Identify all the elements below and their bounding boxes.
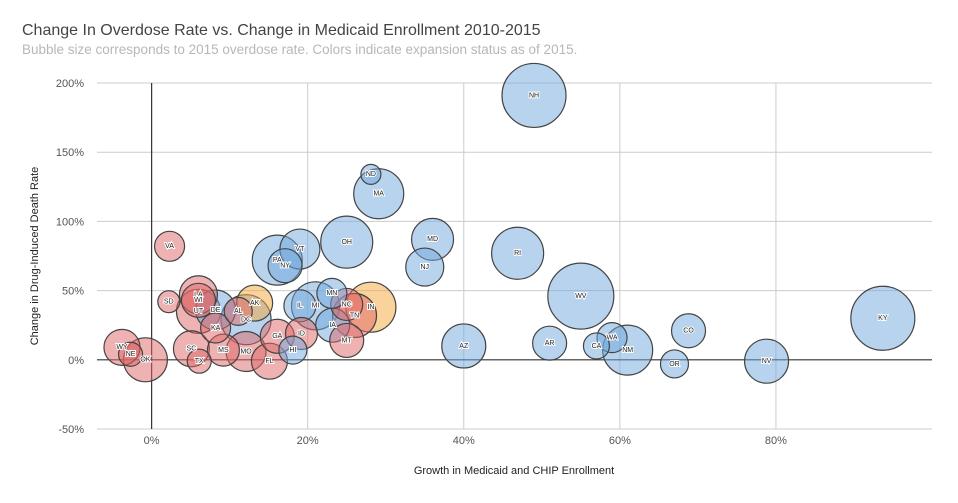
x-tick-label: 40% bbox=[453, 435, 475, 447]
bubble-label-nh: NH bbox=[529, 92, 539, 99]
bubble-label-nv: NV bbox=[762, 358, 772, 365]
bubble-wv bbox=[547, 262, 615, 330]
x-tick-label: 80% bbox=[765, 435, 787, 447]
bubble-nh bbox=[501, 62, 567, 129]
bubble-tx bbox=[186, 348, 212, 374]
bubble-label-in: IN bbox=[367, 304, 374, 311]
bubble-label-vt: VT bbox=[295, 246, 305, 253]
bubble-label-wy: WY bbox=[116, 344, 128, 351]
bubble-al bbox=[223, 296, 253, 326]
bubble-label-ka: KA bbox=[211, 325, 221, 332]
bubble-label-nc: NC bbox=[342, 301, 352, 308]
bubble-label-ar: AR bbox=[545, 340, 555, 347]
bubble-label-fl: FL bbox=[265, 358, 273, 365]
bubble-label-sd: SD bbox=[164, 299, 174, 306]
bubble-label-il: IL bbox=[297, 303, 303, 310]
y-tick-label: 100% bbox=[56, 216, 84, 228]
bubble-label-ak: AK bbox=[250, 300, 260, 307]
bubble-ri bbox=[491, 226, 545, 280]
bubble-label-ia: IA bbox=[329, 322, 336, 329]
bubble-label-dc: DC bbox=[241, 317, 251, 324]
y-tick-label: 150% bbox=[56, 147, 84, 159]
bubble-nj bbox=[405, 247, 445, 287]
bubble-co bbox=[670, 313, 707, 349]
bubble-label-ri: RI bbox=[514, 250, 521, 257]
x-tick-label: 60% bbox=[609, 435, 631, 447]
y-tick-label: 200% bbox=[56, 78, 84, 90]
bubble-label-ga: GA bbox=[272, 333, 282, 340]
bubble-label-wa: WA bbox=[607, 334, 618, 341]
bubble-nd bbox=[360, 163, 382, 185]
y-tick-label: -50% bbox=[58, 424, 84, 436]
bubble-or bbox=[659, 349, 690, 379]
bubble-label-az: AZ bbox=[459, 343, 469, 350]
bubble-label-or: OR bbox=[669, 361, 680, 368]
bubble-label-nd: ND bbox=[366, 171, 376, 178]
y-tick-label: 50% bbox=[62, 286, 84, 298]
bubble-label-ok: OK bbox=[140, 357, 150, 364]
bubble-label-nj: NJ bbox=[420, 264, 429, 271]
bubble-label-ut: UT bbox=[194, 308, 204, 315]
bubble-ny bbox=[267, 248, 303, 284]
bubble-label-va: VA bbox=[165, 243, 174, 250]
x-axis-label: Growth in Medicaid and CHIP Enrollment bbox=[414, 465, 614, 477]
bubble-ky bbox=[850, 285, 916, 351]
bubble-label-mi: MI bbox=[312, 303, 320, 310]
bubble-label-mo: MO bbox=[240, 348, 252, 355]
bubble-mt bbox=[329, 322, 365, 359]
bubble-sd bbox=[157, 290, 181, 314]
bubble-label-id: ID bbox=[298, 330, 305, 337]
chart-title: Change In Overdose Rate vs. Change in Me… bbox=[22, 22, 541, 39]
bubble-label-wv: WV bbox=[575, 293, 587, 300]
bubble-label-ca: CA bbox=[592, 343, 602, 350]
bubble-label-md: MD bbox=[427, 236, 438, 243]
y-axis-label: Change in Drug-Induced Death Rate bbox=[29, 167, 41, 346]
bubble-label-tn: TN bbox=[350, 312, 359, 319]
bubble-label-sc: SC bbox=[187, 346, 197, 353]
bubble-label-hi: HI bbox=[289, 347, 296, 354]
bubble-ca bbox=[582, 332, 611, 360]
x-tick-label: 0% bbox=[144, 435, 160, 447]
bubble-ar bbox=[532, 325, 568, 361]
bubble-label-ne: NE bbox=[126, 351, 136, 358]
bubble-az bbox=[441, 323, 487, 369]
bubble-ka bbox=[200, 312, 232, 344]
bubble-hi bbox=[278, 335, 308, 365]
chart-subtitle: Bubble size corresponds to 2015 overdose… bbox=[22, 42, 578, 57]
bubble-oh bbox=[320, 215, 374, 269]
bubble-label-ny: NY bbox=[280, 263, 290, 270]
bubble-label-mn: MN bbox=[326, 290, 337, 297]
bubble-label-pa: PA bbox=[273, 257, 282, 264]
bubble-label-wi: WI bbox=[194, 297, 203, 304]
bubble-label-ms: MS bbox=[218, 347, 229, 354]
bubble-label-nm: NM bbox=[622, 347, 633, 354]
bubble-label-mt: MT bbox=[342, 337, 353, 344]
bubble-label-la: LA bbox=[194, 292, 203, 299]
bubble-label-de: DE bbox=[211, 307, 221, 314]
bubble-label-oh: OH bbox=[341, 239, 352, 246]
bubble-label-co: CO bbox=[683, 328, 694, 335]
bubble-va bbox=[153, 230, 186, 262]
bubble-wi bbox=[180, 282, 217, 318]
x-tick-label: 20% bbox=[297, 435, 319, 447]
bubble-label-al: AL bbox=[234, 308, 243, 315]
bubble-label-tx: TX bbox=[195, 358, 204, 365]
bubble-label-ky: KY bbox=[878, 315, 888, 322]
bubble-nv bbox=[743, 338, 790, 384]
y-tick-label: 0% bbox=[68, 355, 84, 367]
bubble-mn bbox=[316, 277, 348, 309]
bubble-ne bbox=[117, 341, 144, 367]
bubble-label-ma: MA bbox=[373, 191, 384, 198]
